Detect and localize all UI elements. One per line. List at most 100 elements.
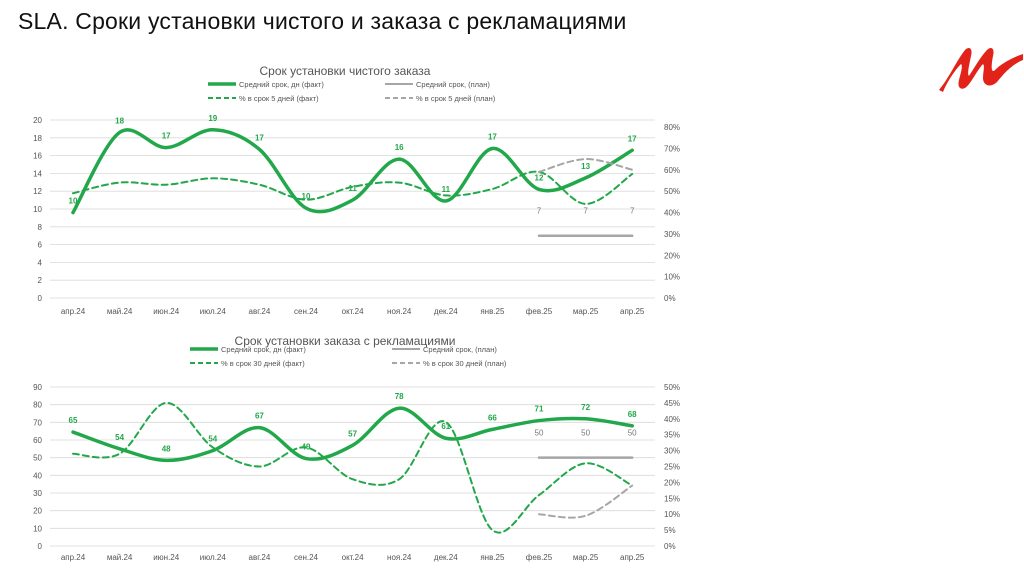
y-tick-label: 60: [33, 436, 42, 445]
data-label: 7: [537, 207, 542, 216]
y-tick-label: 80: [33, 401, 42, 410]
x-tick-label: янв.25: [480, 553, 505, 562]
x-tick-label: авг.24: [249, 307, 271, 316]
data-label: 57: [348, 429, 357, 438]
series-line-3: [72, 401, 634, 534]
data-label: 50: [628, 429, 637, 438]
x-tick-label: фев.25: [526, 553, 553, 562]
series-line-4: [538, 484, 634, 519]
red-m-logo-icon: [935, 40, 1024, 100]
y2-tick-label: 35%: [664, 431, 680, 440]
x-tick-label: окт.24: [342, 553, 364, 562]
chart-2: Срок установки заказа с рекламациями 0 10 2…: [33, 334, 680, 562]
y-tick-label: 20: [33, 116, 42, 125]
data-label: 65: [69, 416, 78, 425]
data-label: 67: [255, 412, 264, 421]
x-tick-label: апр.25: [620, 553, 645, 562]
x-tick-label: окт.24: [342, 307, 364, 316]
y2-tick-label: 0%: [664, 542, 676, 551]
data-label: 54: [208, 435, 217, 444]
data-label: 10: [69, 197, 78, 206]
x-tick-label: май.24: [107, 553, 133, 562]
x-tick-label: мар.25: [573, 307, 599, 316]
data-label: 61: [441, 422, 450, 431]
x-tick-label: янв.25: [480, 307, 505, 316]
data-label: 54: [115, 433, 124, 442]
y2-tick-label: 80%: [664, 123, 680, 132]
y-tick-label: 50: [33, 454, 42, 463]
data-label: 10: [302, 192, 311, 201]
y-tick-label: 10: [33, 205, 42, 214]
y2-tick-label: 30%: [664, 447, 680, 456]
data-label: 7: [630, 207, 635, 216]
y-tick-label: 2: [38, 276, 43, 285]
data-label: 18: [115, 116, 124, 125]
data-label: 66: [488, 413, 497, 422]
x-tick-label: сен.24: [294, 553, 319, 562]
data-label: 11: [348, 184, 357, 193]
y-tick-label: 10: [33, 524, 42, 533]
y-tick-label: 4: [38, 258, 43, 267]
legend-label: % в срок 5 дней (план): [416, 94, 496, 103]
y-tick-label: 70: [33, 418, 42, 427]
y-tick-label: 16: [33, 152, 42, 161]
y2-tick-label: 5%: [664, 526, 676, 535]
data-label: 78: [395, 392, 404, 401]
y-tick-label: 18: [33, 134, 42, 143]
y2-tick-label: 50%: [664, 187, 680, 196]
page-title: SLA. Сроки установки чистого и заказа с …: [18, 8, 627, 34]
chart-title: Срок установки заказа с рекламациями: [235, 334, 456, 348]
data-label: 17: [628, 134, 637, 143]
y-tick-label: 0: [38, 542, 43, 551]
x-tick-label: сен.24: [294, 307, 319, 316]
legend-label: Средний срок, (план): [416, 80, 490, 89]
legend-label: % в срок 5 дней (факт): [239, 94, 319, 103]
y-tick-label: 90: [33, 383, 42, 392]
data-label: 72: [581, 403, 590, 412]
y2-tick-label: 50%: [664, 383, 680, 392]
y2-tick-label: 25%: [664, 463, 680, 472]
y2-tick-label: 40%: [664, 209, 680, 218]
y-tick-label: 40: [33, 471, 42, 480]
chart-title: Срок установки чистого заказа: [260, 64, 431, 78]
y2-tick-label: 20%: [664, 478, 680, 487]
legend-label: % в срок 30 дней (факт): [221, 359, 305, 368]
legend-label: % в срок 30 дней (план): [423, 359, 507, 368]
y-tick-label: 6: [38, 241, 43, 250]
x-tick-label: мар.25: [573, 553, 599, 562]
data-label: 12: [535, 173, 544, 182]
data-label: 48: [162, 444, 171, 453]
y2-tick-label: 30%: [664, 230, 680, 239]
series-line-4: [538, 158, 634, 173]
data-label: 17: [162, 132, 171, 141]
x-tick-label: июл.24: [200, 553, 227, 562]
y2-tick-label: 40%: [664, 415, 680, 424]
y2-tick-label: 60%: [664, 166, 680, 175]
y2-tick-label: 0%: [664, 294, 676, 303]
x-tick-label: дек.24: [434, 307, 458, 316]
x-tick-label: ноя.24: [387, 553, 412, 562]
chart-1: Срок установки чистого заказа 0 2 4 6 8 10 12 14…: [33, 64, 680, 316]
y2-tick-label: 70%: [664, 144, 680, 153]
data-label: 7: [583, 207, 588, 216]
y2-tick-label: 15%: [664, 494, 680, 503]
x-tick-label: июл.24: [200, 307, 227, 316]
y2-tick-label: 20%: [664, 251, 680, 260]
legend-label: Средний срок, дн (факт): [221, 345, 306, 354]
data-label: 19: [208, 114, 217, 123]
data-label: 68: [628, 410, 637, 419]
data-label: 17: [255, 133, 264, 142]
data-label: 11: [442, 185, 451, 194]
y-tick-label: 20: [33, 507, 42, 516]
y2-tick-label: 10%: [664, 510, 680, 519]
x-tick-label: авг.24: [249, 553, 271, 562]
x-tick-label: апр.24: [61, 307, 86, 316]
data-label: 13: [581, 162, 590, 171]
x-tick-label: апр.24: [61, 553, 86, 562]
x-tick-label: май.24: [107, 307, 133, 316]
x-tick-label: дек.24: [434, 553, 458, 562]
x-tick-label: апр.25: [620, 307, 645, 316]
y-tick-label: 0: [38, 294, 43, 303]
y-tick-label: 30: [33, 489, 42, 498]
y-tick-label: 14: [33, 169, 42, 178]
